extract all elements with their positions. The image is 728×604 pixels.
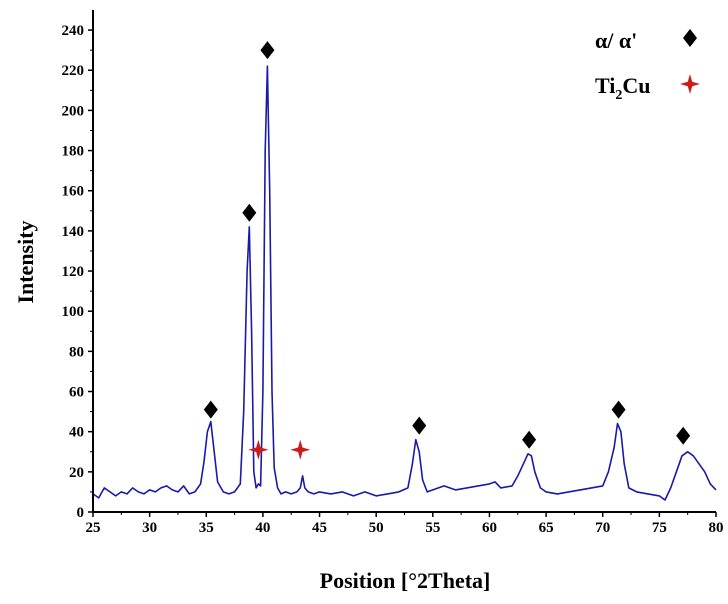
ti2cu-star-marker-7 bbox=[248, 439, 269, 460]
legend-label-alpha: α/ α' bbox=[595, 28, 637, 53]
x-tick-label-7: 60 bbox=[482, 520, 497, 536]
x-tick-label-1: 30 bbox=[142, 520, 157, 536]
x-tick-label-9: 70 bbox=[595, 520, 610, 536]
x-tick-label-6: 55 bbox=[425, 520, 440, 536]
y-tick-label-1: 20 bbox=[69, 465, 84, 481]
legend-entry-ti2cu: Ti2Cu bbox=[595, 73, 700, 103]
x-tick-label-4: 45 bbox=[312, 520, 327, 536]
y-tick-label-2: 40 bbox=[69, 425, 84, 441]
alpha-diamond-marker-4 bbox=[522, 430, 537, 449]
y-tick-label-3: 60 bbox=[69, 385, 84, 401]
series-line-0 bbox=[92, 65, 717, 501]
alpha-diamond-marker-5 bbox=[611, 400, 626, 419]
alpha-diamond-marker-3 bbox=[412, 416, 427, 435]
ti2cu-star-marker-8 bbox=[290, 439, 311, 460]
alpha-diamond-marker-2 bbox=[260, 41, 275, 60]
alpha-diamond-marker-0 bbox=[203, 400, 218, 419]
y-tick-label-6: 120 bbox=[62, 264, 85, 280]
x-tick-label-11: 80 bbox=[709, 520, 724, 536]
legend: α/ α' Ti2Cu bbox=[595, 28, 700, 103]
alpha-diamond-marker-1 bbox=[242, 203, 257, 222]
x-tick-label-10: 75 bbox=[652, 520, 667, 536]
x-tick-label-8: 65 bbox=[539, 520, 554, 536]
y-tick-label-7: 140 bbox=[62, 224, 85, 240]
y-tick-label-9: 180 bbox=[62, 144, 85, 160]
y-tick-label-11: 220 bbox=[62, 63, 85, 79]
y-tick-label-12: 240 bbox=[62, 23, 85, 39]
y-tick-label-10: 200 bbox=[62, 103, 85, 119]
y-tick-label-8: 160 bbox=[62, 184, 85, 200]
x-tick-label-2: 35 bbox=[199, 520, 214, 536]
y-axis-title: Intensity bbox=[13, 220, 38, 303]
x-tick-label-3: 40 bbox=[255, 520, 270, 536]
y-tick-label-0: 0 bbox=[77, 505, 85, 521]
legend-entry-alpha: α/ α' bbox=[595, 28, 697, 53]
legend-label-ti2cu: Ti2Cu bbox=[595, 73, 651, 103]
y-tick-label-5: 100 bbox=[62, 304, 85, 320]
alpha-diamond-marker-6 bbox=[676, 426, 691, 445]
y-tick-label-4: 80 bbox=[69, 344, 84, 360]
legend-diamond-marker bbox=[683, 29, 697, 47]
x-axis-title: Position [°2Theta] bbox=[320, 568, 491, 593]
x-tick-label-5: 50 bbox=[369, 520, 384, 536]
legend-star-marker bbox=[680, 74, 700, 94]
x-tick-label-0: 25 bbox=[86, 520, 101, 536]
